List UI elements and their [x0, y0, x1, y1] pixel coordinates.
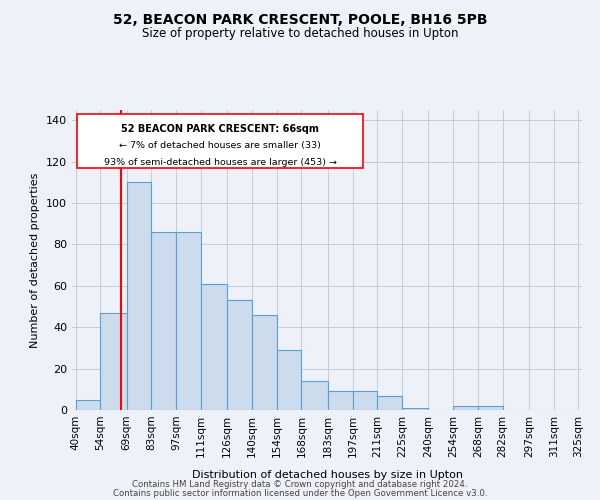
Text: Contains HM Land Registry data © Crown copyright and database right 2024.: Contains HM Land Registry data © Crown c… [132, 480, 468, 489]
Text: 93% of semi-detached houses are larger (453) →: 93% of semi-detached houses are larger (… [104, 158, 337, 166]
Bar [151, 232, 176, 410]
Y-axis label: Number of detached properties: Number of detached properties [31, 172, 40, 348]
Bar [353, 392, 377, 410]
Bar [252, 315, 277, 410]
Text: Size of property relative to detached houses in Upton: Size of property relative to detached ho… [142, 28, 458, 40]
Bar [402, 408, 428, 410]
FancyBboxPatch shape [77, 114, 363, 168]
Bar [453, 406, 478, 410]
Bar [127, 182, 151, 410]
Bar [377, 396, 402, 410]
Text: ← 7% of detached houses are smaller (33): ← 7% of detached houses are smaller (33) [119, 141, 321, 150]
Text: Distribution of detached houses by size in Upton: Distribution of detached houses by size … [191, 470, 463, 480]
Bar [328, 392, 353, 410]
Bar [100, 313, 127, 410]
Bar [301, 381, 328, 410]
Text: Contains public sector information licensed under the Open Government Licence v3: Contains public sector information licen… [113, 488, 487, 498]
Bar [227, 300, 252, 410]
Bar [478, 406, 503, 410]
Bar [76, 400, 100, 410]
Bar [277, 350, 301, 410]
Bar [201, 284, 227, 410]
Text: 52, BEACON PARK CRESCENT, POOLE, BH16 5PB: 52, BEACON PARK CRESCENT, POOLE, BH16 5P… [113, 12, 487, 26]
Text: 52 BEACON PARK CRESCENT: 66sqm: 52 BEACON PARK CRESCENT: 66sqm [121, 124, 319, 134]
Bar [176, 232, 201, 410]
